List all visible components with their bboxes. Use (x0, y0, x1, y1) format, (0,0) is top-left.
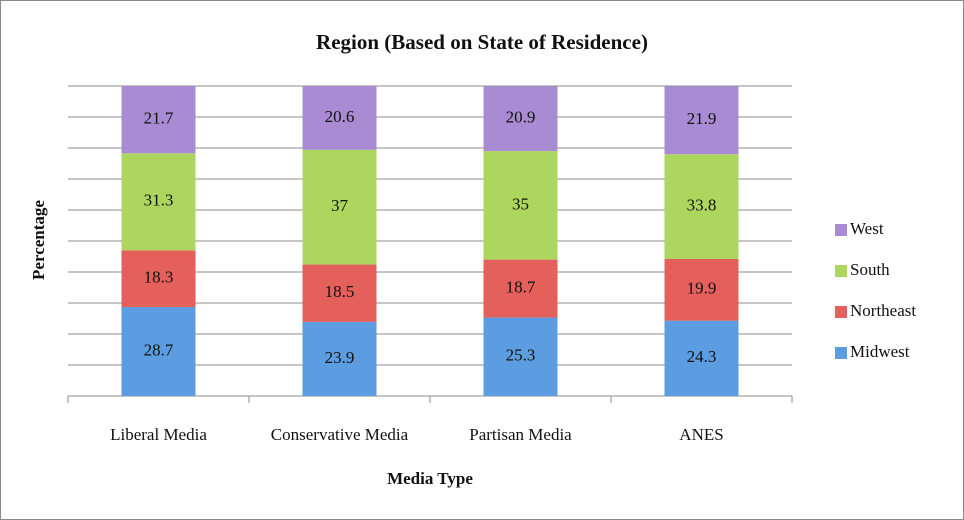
bar-segment (483, 151, 558, 260)
data-label: 23.9 (325, 348, 355, 367)
data-label: 33.8 (687, 195, 717, 214)
bar-segment (302, 264, 377, 322)
legend-label: Northeast (850, 301, 916, 320)
bar-segment (302, 86, 377, 150)
data-label: 35 (512, 194, 529, 213)
data-label: 18.7 (506, 277, 536, 296)
data-label: 20.9 (506, 108, 536, 127)
bar-segment (483, 259, 558, 318)
bar-segment (664, 86, 739, 155)
bar-segment (483, 86, 558, 152)
chart-title: Region (Based on State of Residence) (316, 30, 648, 54)
legend-label: Midwest (850, 342, 910, 361)
x-tick-label: Partisan Media (469, 425, 572, 444)
data-label: 28.7 (144, 340, 174, 359)
legend-swatch (835, 347, 847, 359)
data-label: 21.9 (687, 109, 717, 128)
bar-segment (664, 320, 739, 396)
bar-segment (302, 149, 377, 265)
data-label: 31.3 (144, 191, 174, 210)
data-label: 24.3 (687, 347, 717, 366)
y-axis-title: Percentage (29, 200, 48, 280)
bar-segment (121, 307, 196, 396)
x-axis-title: Media Type (387, 469, 473, 488)
legend-label: West (850, 219, 884, 238)
legend-swatch (835, 306, 847, 318)
x-tick-label: Liberal Media (110, 425, 207, 444)
data-label: 18.3 (144, 268, 174, 287)
legend-label: South (850, 260, 890, 279)
bar-segment (483, 317, 558, 396)
legend-swatch (835, 224, 847, 236)
data-label: 19.9 (687, 279, 717, 298)
bar-segment (664, 258, 739, 321)
bar-segment (121, 250, 196, 308)
bar-segment (121, 153, 196, 251)
bar-segment (302, 321, 377, 396)
data-label: 37 (331, 196, 349, 215)
bar-segment (664, 154, 739, 259)
data-label: 21.7 (144, 109, 174, 128)
data-label: 18.5 (325, 282, 355, 301)
legend-swatch (835, 265, 847, 277)
x-tick-label: Conservative Media (271, 425, 409, 444)
x-tick-label: ANES (679, 425, 723, 444)
data-label: 25.3 (506, 346, 536, 365)
bar-segment (121, 86, 196, 154)
data-label: 20.6 (325, 107, 355, 126)
